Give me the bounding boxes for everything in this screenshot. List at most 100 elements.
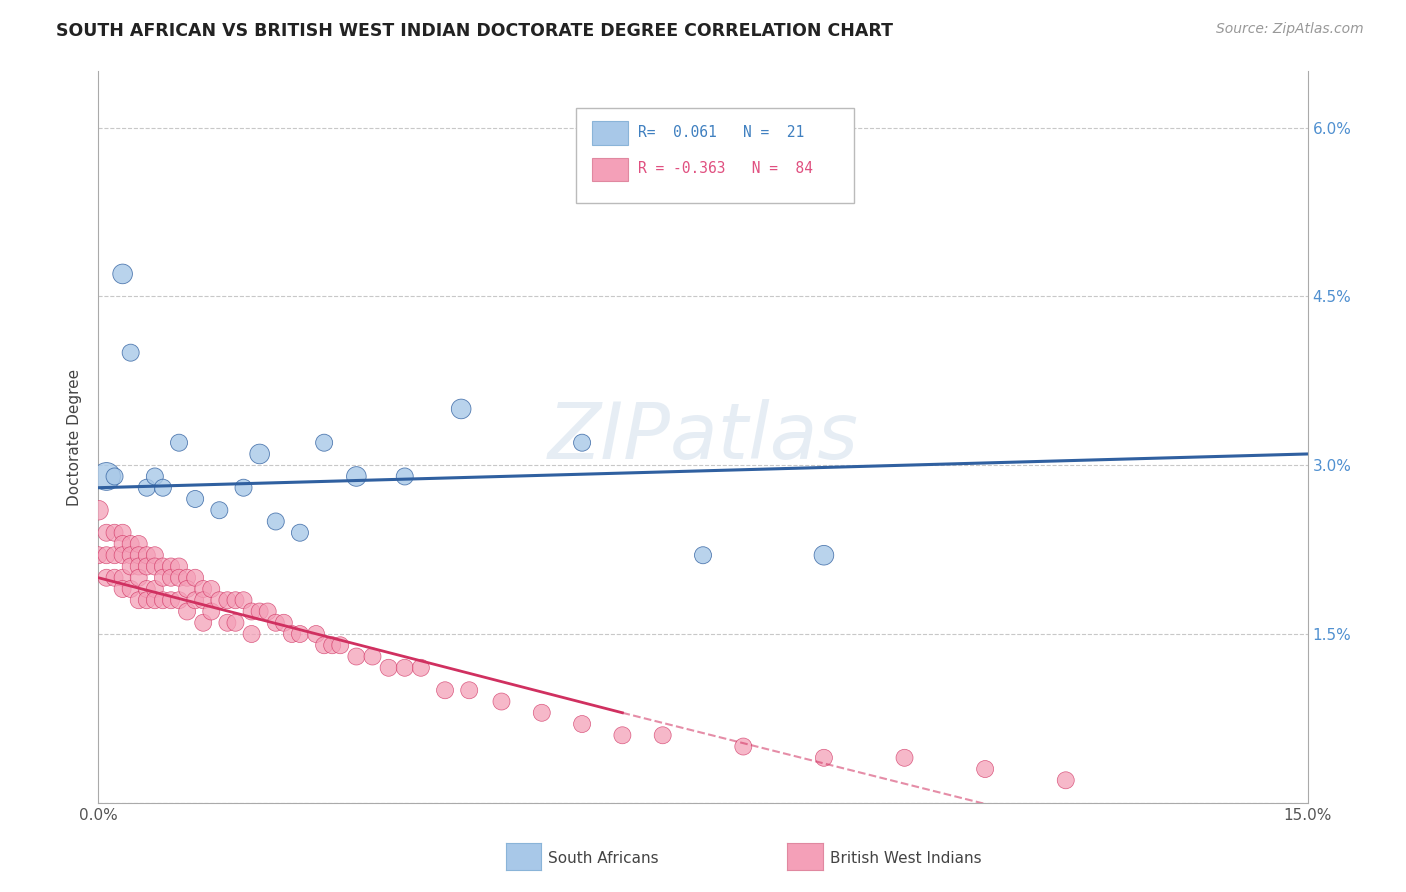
- Text: ZIPatlas: ZIPatlas: [547, 399, 859, 475]
- Point: [273, 615, 295, 630]
- Point: [193, 593, 215, 607]
- Point: [208, 503, 231, 517]
- Point: [264, 515, 287, 529]
- Point: [264, 615, 287, 630]
- Point: [571, 717, 593, 731]
- Point: [314, 435, 336, 450]
- Point: [249, 447, 271, 461]
- Point: [143, 559, 166, 574]
- Point: [111, 582, 134, 596]
- Point: [143, 548, 166, 562]
- Point: [128, 548, 150, 562]
- Point: [409, 661, 432, 675]
- Point: [305, 627, 328, 641]
- Point: [200, 582, 222, 596]
- Point: [571, 435, 593, 450]
- Point: [96, 548, 118, 562]
- Point: [249, 605, 271, 619]
- Point: [152, 559, 174, 574]
- Point: [120, 548, 142, 562]
- Point: [491, 694, 513, 708]
- Point: [240, 627, 263, 641]
- Point: [120, 582, 142, 596]
- Point: [152, 481, 174, 495]
- Point: [232, 593, 254, 607]
- Point: [111, 571, 134, 585]
- Point: [612, 728, 634, 742]
- Point: [224, 615, 246, 630]
- Point: [224, 593, 246, 607]
- Point: [530, 706, 553, 720]
- Point: [217, 593, 239, 607]
- Point: [167, 571, 190, 585]
- Point: [167, 559, 190, 574]
- Point: [974, 762, 997, 776]
- Point: [184, 491, 207, 506]
- Point: [434, 683, 457, 698]
- Point: [160, 593, 183, 607]
- Point: [288, 525, 311, 540]
- Text: R = -0.363   N =  84: R = -0.363 N = 84: [638, 161, 813, 176]
- Point: [167, 435, 190, 450]
- Point: [111, 267, 134, 281]
- Point: [152, 571, 174, 585]
- Point: [128, 537, 150, 551]
- Point: [128, 571, 150, 585]
- Point: [361, 649, 384, 664]
- Point: [394, 661, 416, 675]
- Text: Source: ZipAtlas.com: Source: ZipAtlas.com: [1216, 22, 1364, 37]
- Point: [1054, 773, 1077, 788]
- Point: [288, 627, 311, 641]
- Point: [184, 571, 207, 585]
- Point: [160, 559, 183, 574]
- Point: [321, 638, 343, 652]
- Point: [111, 537, 134, 551]
- Text: British West Indians: British West Indians: [830, 851, 981, 865]
- Point: [103, 548, 125, 562]
- Point: [193, 615, 215, 630]
- Point: [103, 571, 125, 585]
- Point: [377, 661, 399, 675]
- Point: [103, 525, 125, 540]
- Point: [120, 559, 142, 574]
- Point: [120, 345, 142, 359]
- Point: [135, 481, 157, 495]
- Point: [120, 537, 142, 551]
- Point: [167, 593, 190, 607]
- Point: [135, 582, 157, 596]
- Point: [87, 548, 110, 562]
- Point: [143, 582, 166, 596]
- Point: [87, 503, 110, 517]
- Point: [176, 582, 198, 596]
- Point: [692, 548, 714, 562]
- Point: [143, 469, 166, 483]
- Point: [813, 751, 835, 765]
- Bar: [592, 121, 628, 145]
- Point: [651, 728, 673, 742]
- Point: [135, 548, 157, 562]
- Bar: [592, 158, 628, 181]
- Point: [193, 582, 215, 596]
- Point: [256, 605, 278, 619]
- Point: [329, 638, 352, 652]
- Text: R=  0.061   N =  21: R= 0.061 N = 21: [638, 125, 804, 139]
- Point: [128, 593, 150, 607]
- Point: [96, 525, 118, 540]
- Point: [152, 593, 174, 607]
- Y-axis label: Doctorate Degree: Doctorate Degree: [67, 368, 83, 506]
- Point: [733, 739, 755, 754]
- Point: [143, 593, 166, 607]
- FancyBboxPatch shape: [576, 108, 855, 203]
- Point: [128, 559, 150, 574]
- Point: [394, 469, 416, 483]
- Point: [458, 683, 481, 698]
- Point: [344, 469, 367, 483]
- Point: [208, 593, 231, 607]
- Point: [135, 559, 157, 574]
- Point: [450, 401, 472, 416]
- Point: [314, 638, 336, 652]
- Point: [893, 751, 915, 765]
- Point: [217, 615, 239, 630]
- Point: [103, 469, 125, 483]
- Point: [96, 571, 118, 585]
